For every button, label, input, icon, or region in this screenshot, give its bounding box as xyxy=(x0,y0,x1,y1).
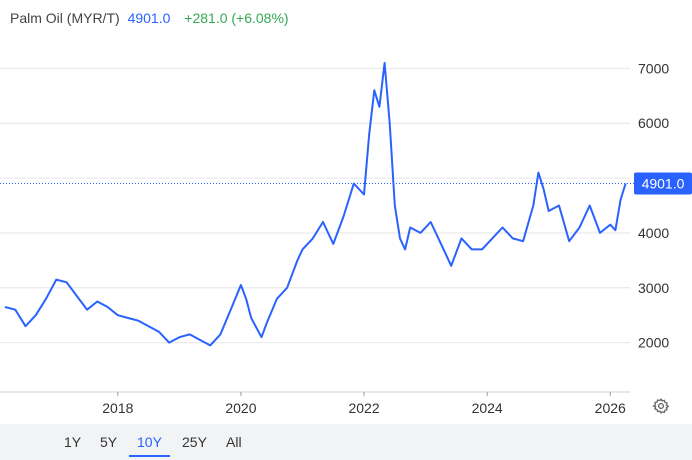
series-line xyxy=(4,61,627,347)
range-all-button[interactable]: All xyxy=(226,434,242,450)
gear-icon[interactable] xyxy=(652,397,670,415)
y-tick-label: 2000 xyxy=(638,335,669,351)
price-chart[interactable]: 2000300040005000600070002018202020222024… xyxy=(0,0,692,424)
y-tick-label: 7000 xyxy=(638,60,669,76)
range-1y-button[interactable]: 1Y xyxy=(64,434,82,450)
instrument-name: Palm Oil (MYR/T) xyxy=(10,10,120,26)
x-tick-label: 2018 xyxy=(102,400,133,416)
current-price: 4901.0 xyxy=(127,10,171,26)
price-change: +281.0 (+6.08%) xyxy=(184,10,289,26)
y-tick-label: 4000 xyxy=(638,225,669,241)
x-tick-label: 2022 xyxy=(348,400,379,416)
y-tick-label: 3000 xyxy=(638,280,669,296)
price-tag-label: 4901.0 xyxy=(642,176,685,192)
range-10y-button[interactable]: 10Y xyxy=(129,430,170,457)
range-5y-button[interactable]: 5Y xyxy=(100,434,118,450)
chart-header: Palm Oil (MYR/T) 4901.0 +281.0 (+6.08%) xyxy=(10,10,289,26)
range-25y-button[interactable]: 25Y xyxy=(182,434,207,450)
time-range-bar: 1Y 5Y 10Y 25Y All xyxy=(0,424,692,460)
x-tick-label: 2026 xyxy=(595,400,626,416)
x-tick-label: 2024 xyxy=(472,400,503,416)
x-tick-label: 2020 xyxy=(225,400,256,416)
price-tag xyxy=(634,172,692,195)
y-tick-label: 6000 xyxy=(638,115,669,131)
